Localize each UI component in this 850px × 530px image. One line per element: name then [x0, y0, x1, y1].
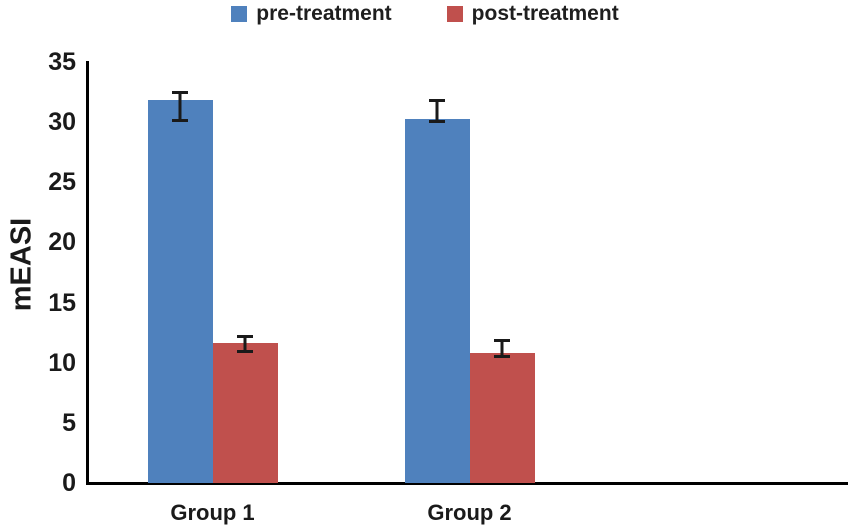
bar-pre-treatment-group-2 — [404, 118, 470, 483]
y-tick-label-10: 10 — [48, 348, 76, 377]
y-tick-label-25: 25 — [48, 168, 76, 197]
y-tick-label-35: 35 — [48, 48, 76, 76]
pre-treatment-swatch-icon — [231, 6, 248, 22]
y-tick-label-20: 20 — [48, 228, 76, 257]
y-tick-label-5: 5 — [62, 408, 76, 437]
y-axis-line — [86, 61, 89, 485]
bar-post-treatment-group-2 — [469, 353, 535, 483]
x-axis-line — [86, 482, 848, 485]
y-tick-label-30: 30 — [48, 108, 76, 137]
error-bar-post-treatment-group-1 — [237, 335, 253, 354]
legend-label-pre-treatment: pre-treatment — [256, 2, 392, 25]
error-bar-pre-treatment-group-2 — [429, 99, 445, 124]
legend: pre-treatment post-treatment — [0, 2, 850, 26]
x-category-label-group-1: Group 1 — [170, 500, 255, 525]
post-treatment-swatch-icon — [446, 6, 463, 22]
bar-pre-treatment-group-1 — [147, 100, 213, 483]
legend-item-pre-treatment: pre-treatment — [231, 2, 392, 26]
legend-item-post-treatment: post-treatment — [446, 2, 619, 26]
bar-post-treatment-group-1 — [212, 343, 278, 483]
y-tick-label-15: 15 — [48, 288, 76, 317]
legend-label-post-treatment: post-treatment — [471, 2, 619, 25]
error-bar-pre-treatment-group-1 — [172, 90, 188, 123]
x-category-label-group-2: Group 2 — [427, 500, 512, 525]
error-bar-post-treatment-group-2 — [494, 338, 510, 358]
y-tick-label-0: 0 — [62, 469, 76, 497]
